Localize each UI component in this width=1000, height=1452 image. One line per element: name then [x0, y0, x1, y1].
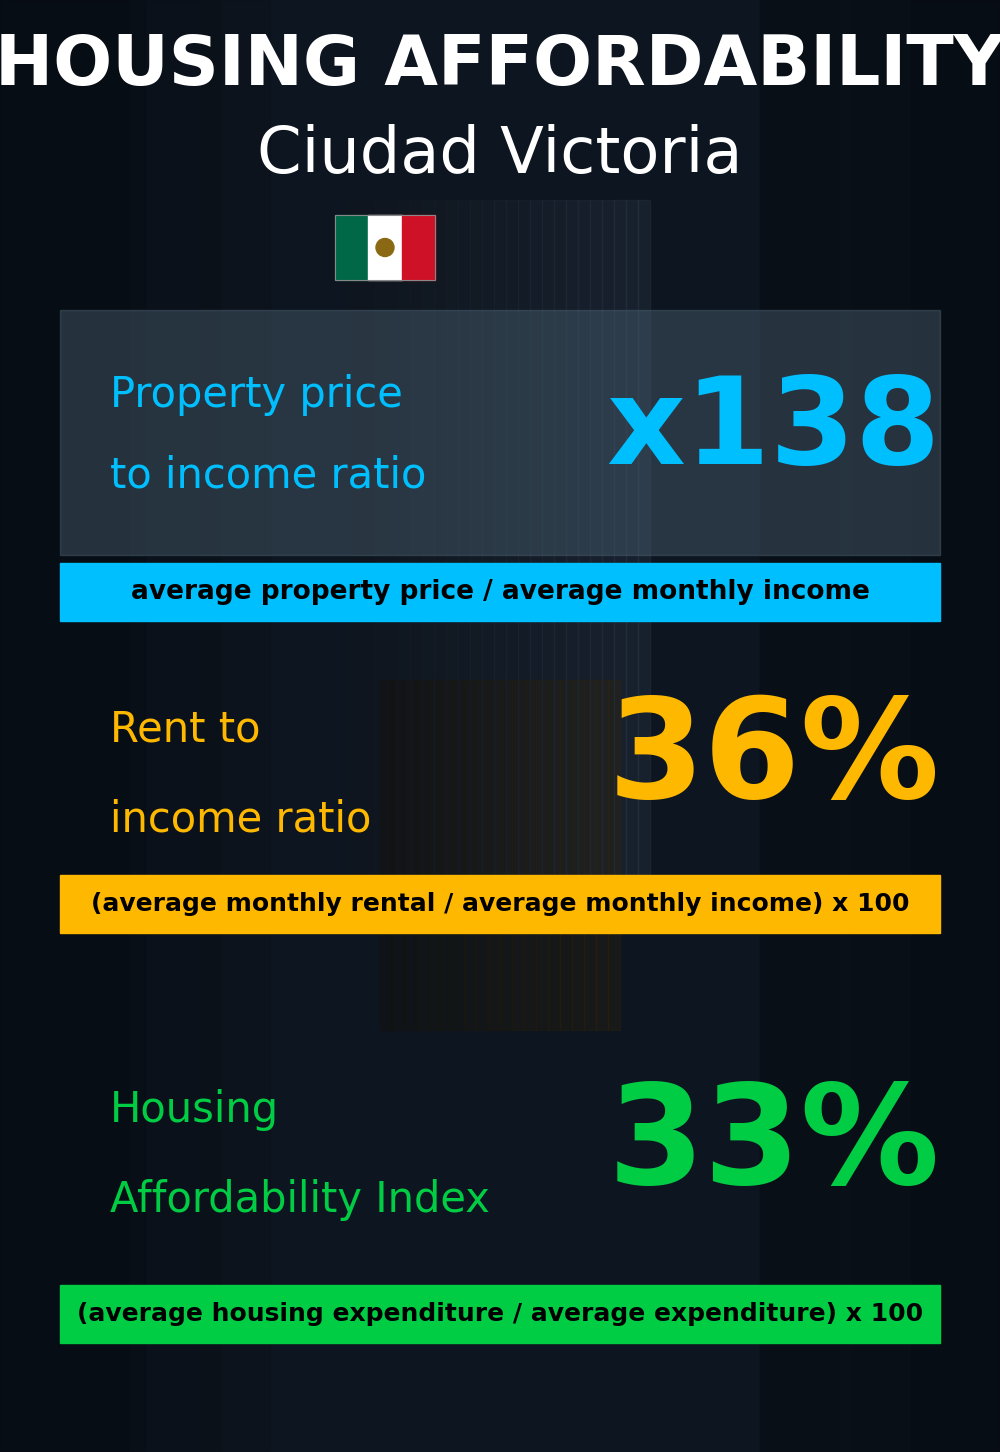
Text: 36%: 36%	[608, 693, 940, 828]
Bar	[335, 215, 435, 280]
Bar	[596, 680, 608, 1029]
Text: HOUSING AFFORDABILITY: HOUSING AFFORDABILITY	[0, 32, 1000, 99]
Bar	[404, 680, 416, 1029]
Text: to income ratio: to income ratio	[110, 454, 426, 497]
Bar	[760, 0, 1000, 1452]
Bar	[410, 200, 422, 900]
Bar	[760, 0, 850, 1452]
Bar	[60, 309, 940, 555]
Bar	[614, 200, 626, 900]
Bar	[0, 0, 145, 1452]
Bar	[518, 200, 530, 900]
Bar	[428, 680, 440, 1029]
Text: Ciudad Victoria: Ciudad Victoria	[257, 123, 743, 186]
Text: income ratio: income ratio	[110, 799, 371, 841]
Bar	[398, 200, 410, 900]
Bar	[482, 200, 494, 900]
Bar	[512, 680, 524, 1029]
Bar	[446, 200, 458, 900]
Bar	[548, 680, 560, 1029]
Bar	[536, 680, 548, 1029]
Bar	[368, 215, 402, 280]
Bar	[60, 876, 940, 934]
Bar	[362, 200, 374, 900]
Circle shape	[376, 238, 394, 257]
Text: 33%: 33%	[608, 1077, 940, 1212]
Bar	[560, 680, 572, 1029]
Bar	[374, 200, 386, 900]
Bar	[626, 200, 638, 900]
Bar	[494, 200, 506, 900]
Bar	[200, 0, 270, 1452]
Bar	[452, 680, 464, 1029]
Bar	[840, 0, 910, 1452]
Bar	[464, 680, 476, 1029]
Bar	[335, 215, 368, 280]
Bar	[506, 200, 518, 900]
Text: (average housing expenditure / average expenditure) x 100: (average housing expenditure / average e…	[77, 1302, 923, 1326]
Bar	[524, 680, 536, 1029]
Bar	[602, 200, 614, 900]
Bar	[542, 200, 554, 900]
Bar	[60, 1285, 940, 1343]
Bar	[572, 680, 584, 1029]
Bar	[402, 215, 435, 280]
Bar	[440, 680, 452, 1029]
Text: Affordability Index: Affordability Index	[110, 1179, 490, 1221]
Bar	[578, 200, 590, 900]
Text: average property price / average monthly income: average property price / average monthly…	[131, 579, 869, 605]
Bar	[476, 680, 488, 1029]
Bar	[392, 680, 404, 1029]
Bar	[554, 200, 566, 900]
Text: Housing: Housing	[110, 1089, 279, 1131]
Text: x138: x138	[606, 372, 940, 488]
Bar	[434, 200, 446, 900]
Bar	[566, 200, 578, 900]
Bar	[130, 0, 220, 1452]
Text: (average monthly rental / average monthly income) x 100: (average monthly rental / average monthl…	[91, 892, 909, 916]
Bar	[458, 200, 470, 900]
Bar	[422, 200, 434, 900]
Bar	[350, 200, 362, 900]
Bar	[380, 680, 392, 1029]
Bar	[386, 200, 398, 900]
Bar	[60, 563, 940, 621]
Bar	[638, 200, 650, 900]
Text: Rent to: Rent to	[110, 709, 260, 751]
Bar	[584, 680, 596, 1029]
Text: Property price: Property price	[110, 375, 403, 417]
Bar	[530, 200, 542, 900]
Bar	[488, 680, 500, 1029]
Bar	[500, 680, 512, 1029]
Bar	[590, 200, 602, 900]
Bar	[470, 200, 482, 900]
Bar	[416, 680, 428, 1029]
Bar	[608, 680, 620, 1029]
